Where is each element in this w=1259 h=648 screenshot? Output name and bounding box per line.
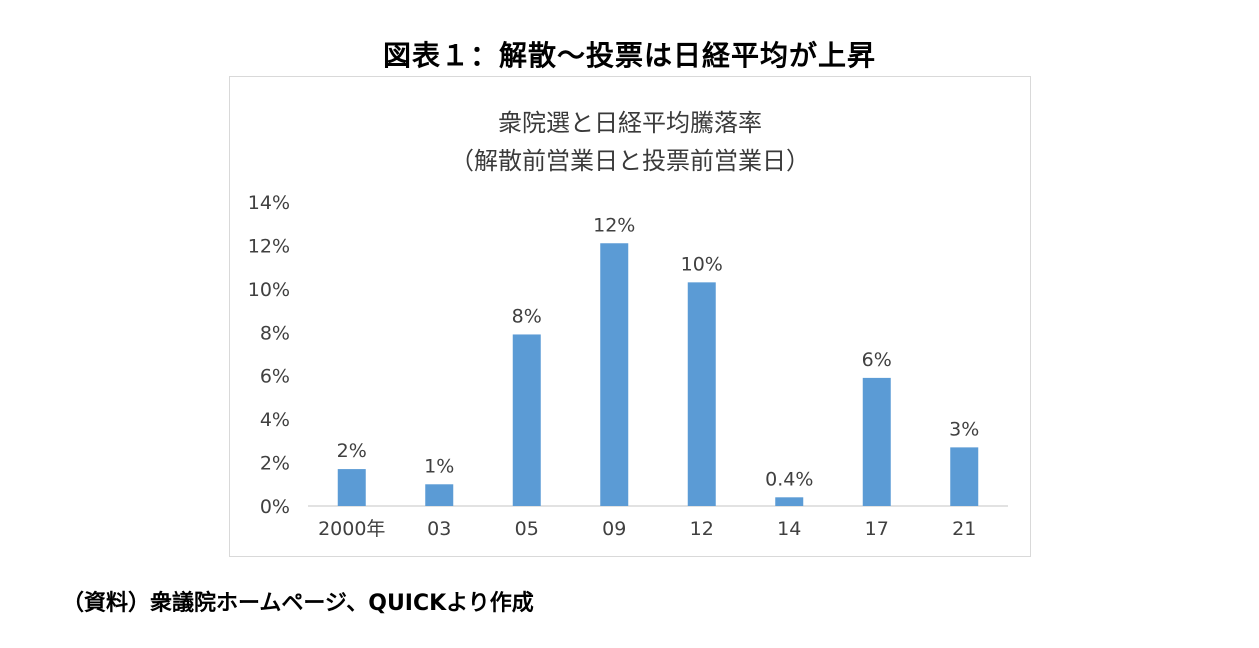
y-tick-label: 8% — [260, 322, 290, 344]
bar — [512, 334, 541, 506]
x-tick-label: 05 — [515, 518, 539, 540]
data-label: 3% — [949, 418, 979, 440]
x-tick-label: 21 — [952, 518, 976, 540]
x-tick-label: 14 — [777, 518, 801, 540]
x-tick-label: 2000年 — [318, 518, 385, 540]
source-note: （資料）衆議院ホームページ、QUICKより作成 — [62, 591, 534, 616]
data-label: 12% — [593, 214, 635, 236]
x-tick-label: 03 — [427, 518, 451, 540]
bar — [775, 497, 804, 506]
bar — [862, 377, 891, 506]
y-tick-label: 4% — [260, 409, 290, 431]
y-tick-label: 6% — [260, 366, 290, 388]
bar — [425, 484, 454, 506]
data-label: 1% — [424, 455, 454, 477]
data-label: 8% — [512, 305, 542, 327]
bar — [687, 282, 716, 506]
data-label: 2% — [337, 440, 367, 462]
figure-title: 図表１：解散～投票は日経平均が上昇 — [382, 39, 876, 72]
x-tick-label: 09 — [602, 518, 626, 540]
x-tick-label: 12 — [690, 518, 714, 540]
bar-chart: 0% 2% 4% 6% 8% 10% 12% 14% 2% 2000年 1% 03 8% 05 12% 09 1… — [248, 192, 1008, 540]
y-tick-label: 12% — [248, 235, 290, 257]
chart-area: 衆院選と日経平均騰落率 （解散前営業日と投票前営業日） 0% 2% 4% 6% 8% 10… — [229, 76, 1031, 557]
y-tick-label: 2% — [260, 453, 290, 475]
chart-title: 衆院選と日経平均騰落率 — [498, 109, 762, 137]
bar — [337, 469, 366, 506]
data-label: 0.4% — [765, 468, 813, 490]
bar — [600, 243, 629, 506]
y-tick-label: 0% — [260, 496, 290, 518]
data-label: 6% — [862, 349, 892, 371]
data-label: 10% — [681, 253, 723, 275]
chart-subtitle: （解散前営業日と投票前営業日） — [450, 147, 810, 175]
y-tick-label: 10% — [248, 279, 290, 301]
bar — [950, 447, 979, 506]
y-tick-label: 14% — [248, 192, 290, 214]
x-tick-label: 17 — [865, 518, 889, 540]
